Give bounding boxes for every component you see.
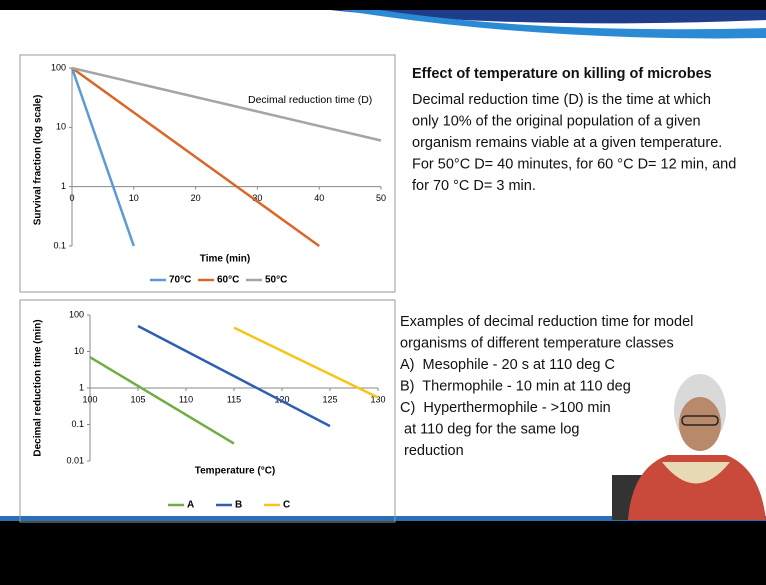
y-axis-label: Decimal reduction time (min) [33, 319, 44, 456]
paragraph-line: For 50°C D= 40 minutes, for 60 °C D= 12 … [412, 156, 736, 172]
y-tick-label: 1 [79, 382, 84, 392]
x-tick-label: 50 [376, 193, 386, 203]
legend-label: 50°C [265, 275, 287, 286]
y-tick-label: 10 [74, 346, 84, 356]
x-tick-label: 125 [322, 394, 337, 404]
x-tick-label: 105 [130, 394, 145, 404]
legend-label: 70°C [169, 275, 191, 286]
paragraph-line: at 110 deg for the same log [400, 421, 580, 437]
heading: Effect of temperature on killing of micr… [412, 66, 712, 82]
y-tick-label: 0.1 [71, 419, 84, 429]
paragraph-line: A) Mesophile - 20 s at 110 deg C [400, 357, 615, 373]
y-tick-label: 100 [51, 62, 66, 72]
x-axis-label: Temperature (°C) [195, 466, 276, 477]
paragraph-line: organisms of different temperature class… [400, 335, 674, 351]
y-tick-label: 10 [56, 122, 66, 132]
x-tick-label: 100 [82, 394, 97, 404]
legend-label: A [187, 500, 194, 511]
x-tick-label: 110 [179, 394, 193, 404]
x-tick-label: 40 [314, 193, 324, 203]
x-tick-label: 20 [191, 193, 201, 203]
annotation: Decimal reduction time (D) [248, 94, 372, 106]
x-axis-label: Time (min) [200, 254, 250, 265]
x-tick-label: 10 [129, 193, 139, 203]
paragraph-line: organism remains viable at a given tempe… [412, 135, 722, 151]
presenter-face [679, 397, 721, 451]
paragraph-line: reduction [400, 443, 464, 459]
legend-label: C [283, 500, 290, 511]
paragraph-line: B) Thermophile - 10 min at 110 deg [400, 378, 631, 394]
paragraph-line: only 10% of the original population of a… [412, 113, 701, 129]
y-tick-label: 1 [61, 181, 66, 191]
paragraph-line: for 70 °C D= 3 min. [412, 178, 536, 194]
y-tick-label: 0.01 [66, 455, 84, 465]
slide-screen: Effect of temperature on killing of micr… [0, 0, 766, 580]
paragraph-line: C) Hyperthermophile - >100 min [400, 400, 611, 416]
x-tick-label: 115 [227, 394, 241, 404]
y-tick-label: 100 [69, 309, 84, 319]
legend-label: B [235, 500, 242, 511]
y-tick-label: 0.1 [53, 240, 66, 250]
paragraph-line: Examples of decimal reduction time for m… [400, 314, 693, 330]
legend-label: 60°C [217, 275, 239, 286]
y-axis-label: Survival fraction (log scale) [33, 95, 44, 226]
x-tick-label: 0 [69, 193, 74, 203]
paragraph-line: Decimal reduction time (D) is the time a… [412, 92, 711, 108]
slide-background [0, 10, 766, 520]
